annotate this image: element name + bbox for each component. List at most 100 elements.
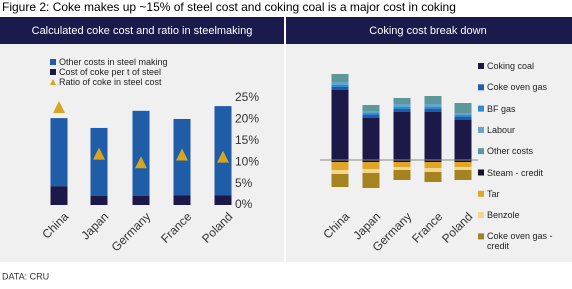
chart-title: Coking cost break down — [369, 25, 486, 37]
ratio-marker — [135, 156, 147, 169]
bar-segment — [454, 117, 472, 120]
bar-segment — [454, 162, 472, 167]
legend-item: Ratio of coke in steel cost — [59, 77, 162, 87]
legend-label: Tar — [487, 188, 500, 199]
bar-segment — [424, 172, 442, 182]
bar-segment — [362, 113, 380, 115]
bar-segment — [362, 173, 380, 188]
bar-segment — [132, 110, 150, 197]
bar-segment — [132, 196, 150, 205]
bar-segment — [331, 170, 349, 174]
bar-segment — [454, 170, 472, 180]
legend-item: Labour — [487, 124, 516, 135]
legend-label: Coking coal — [487, 61, 535, 71]
bar-segment — [214, 195, 232, 205]
bar-segment — [331, 82, 349, 85]
source: DATA: CRU — [2, 271, 49, 281]
bar-segment — [454, 113, 472, 115]
legend-swatch — [478, 212, 484, 219]
bar-segment — [331, 162, 349, 170]
bar-segment — [424, 112, 442, 160]
bar-segment — [424, 160, 442, 162]
bar-segment — [393, 112, 411, 160]
legend-label: Other costs in steel making — [59, 57, 168, 67]
bar-segment — [393, 104, 411, 107]
legend-swatch — [478, 190, 484, 197]
legend-swatch — [478, 169, 484, 176]
legend-label: Coke oven gas - credit — [487, 231, 553, 252]
legend-item: Coke oven gas - credit — [487, 231, 553, 252]
chart-title: Calculated coke cost and ratio in steelm… — [32, 25, 253, 37]
ratio-marker — [93, 147, 105, 160]
y-tick-label: 5% — [235, 176, 253, 190]
y-tick-label: 10% — [235, 154, 259, 168]
bar-segment — [362, 118, 380, 160]
legend-label: Cost of coke per t of steel — [59, 67, 162, 77]
legend-item: Coke oven gas — [487, 82, 548, 93]
legend-marker — [50, 79, 56, 85]
bar-segment — [362, 162, 380, 169]
bar-segment — [362, 169, 380, 173]
legend-label: Steam - credit — [487, 167, 544, 178]
legend-swatch — [478, 105, 484, 112]
bar-segment — [90, 196, 108, 205]
legend-swatch — [50, 59, 56, 65]
y-tick-label: 0% — [235, 197, 253, 211]
bar-segment — [393, 167, 411, 170]
legend-item: Benzole — [487, 210, 520, 221]
legend-swatch — [50, 69, 56, 75]
bar-segment — [424, 109, 442, 112]
legend-item: Coking coal — [487, 61, 535, 71]
bar-segment — [393, 162, 411, 167]
bar-segment — [424, 96, 442, 104]
bar-segment — [331, 160, 349, 162]
bar-segment — [424, 168, 442, 172]
bar-segment — [454, 160, 472, 162]
bar-segment — [362, 105, 380, 111]
legend-label: BF gas — [487, 103, 516, 114]
legend-item: Other costs in steel making — [59, 57, 168, 67]
bar-segment — [50, 118, 68, 187]
legend-label: Coke oven gas — [487, 82, 548, 93]
bar-segment — [331, 87, 349, 90]
legend-item: Cost of coke per t of steel — [59, 67, 162, 77]
bar-segment — [362, 160, 380, 162]
bar-segment — [173, 195, 191, 205]
bar-segment — [362, 115, 380, 118]
legend-item: Steam - credit — [487, 167, 544, 178]
y-tick-label: 25% — [235, 90, 259, 104]
bar-segment — [393, 109, 411, 112]
bar-segment — [454, 120, 472, 160]
bar-segment — [454, 167, 472, 170]
bar-segment — [90, 127, 108, 197]
legend-label: Benzole — [487, 210, 520, 221]
ratio-marker — [176, 148, 188, 161]
bar-segment — [424, 104, 442, 107]
legend-swatch — [478, 233, 484, 240]
figure-title: Figure 2: Coke makes up ~15% of steel co… — [2, 0, 456, 14]
ratio-marker — [53, 100, 65, 113]
bar-segment — [393, 98, 411, 104]
bar-segment — [331, 174, 349, 187]
legend-swatch — [478, 84, 484, 91]
legend-item: Other costs — [487, 146, 534, 157]
bar-segment — [393, 107, 411, 109]
legend-item: Tar — [487, 188, 500, 199]
bar-segment — [50, 186, 68, 205]
legend-label: Labour — [487, 124, 516, 135]
bar-segment — [331, 90, 349, 160]
bar-segment — [393, 160, 411, 162]
legend-swatch — [478, 148, 484, 155]
ratio-marker — [217, 150, 229, 163]
bar-segment — [454, 115, 472, 117]
bar-segment — [424, 162, 442, 168]
legend-swatch — [478, 63, 484, 69]
bar-segment — [331, 85, 349, 87]
y-tick-label: 15% — [235, 133, 259, 147]
legend-label: Other costs — [487, 146, 534, 157]
y-tick-label: 20% — [235, 112, 259, 126]
bar-segment — [454, 103, 472, 113]
legend-swatch — [478, 126, 484, 133]
bar-segment — [424, 107, 442, 109]
